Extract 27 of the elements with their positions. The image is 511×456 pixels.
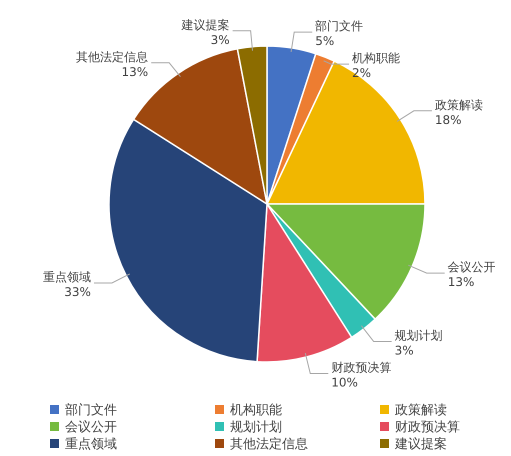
legend-label: 其他法定信息: [230, 437, 308, 452]
data-label: 2%: [352, 66, 372, 80]
slice-label: 其他法定信息: [76, 50, 148, 64]
slice-label: 会议公开: [448, 260, 496, 274]
data-label: 13%: [122, 64, 148, 79]
slice-label: 规划计划: [394, 328, 443, 342]
data-label: 13%: [448, 275, 474, 290]
legend-label: 部门文件: [65, 402, 117, 418]
slice-label: 建议提案: [180, 18, 230, 32]
legend-label: 规划计划: [230, 420, 282, 435]
data-label: 18%: [434, 112, 462, 127]
slice-label: 部门文件: [315, 19, 364, 34]
legend-label: 会议公开: [65, 420, 117, 435]
data-label: 10%: [331, 375, 358, 390]
legend-label: 重点领域: [65, 437, 117, 452]
legend-label: 机构职能: [230, 403, 282, 418]
slice-label: 政策解读: [434, 98, 483, 112]
data-label: 5%: [315, 34, 334, 48]
legend-label: 政策解读: [395, 403, 447, 418]
slice-label: 财政预决算: [331, 360, 392, 374]
data-label: 3%: [394, 343, 414, 358]
slice-label: 机构职能: [352, 51, 400, 66]
legend-label: 建议提案: [394, 436, 447, 452]
data-label: 33%: [64, 284, 91, 299]
slice-label: 重点领域: [42, 270, 91, 284]
legend-label: 财政预决算: [395, 420, 460, 435]
data-label: 3%: [210, 32, 230, 47]
